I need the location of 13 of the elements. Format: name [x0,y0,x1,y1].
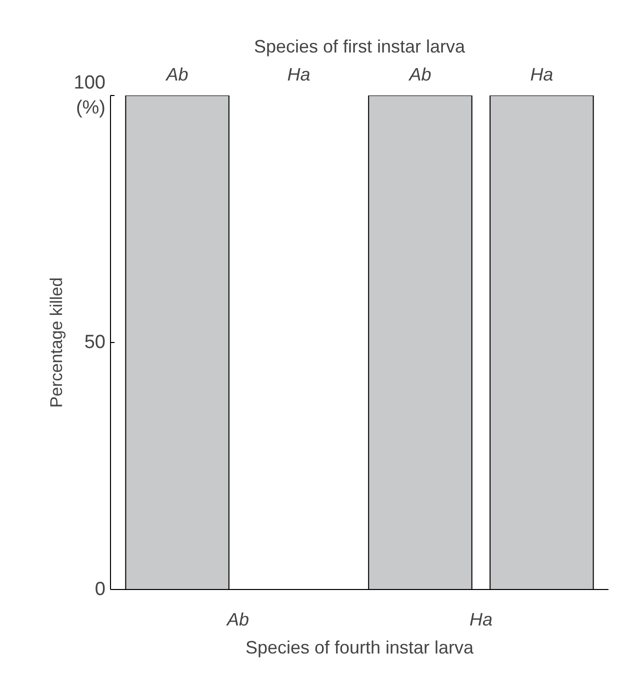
x2-axis-title: Species of first instar larva [254,36,466,56]
x-tick-label: Ha [530,64,554,84]
text: (%) [76,98,106,119]
x-tick-label: Ha [287,64,310,84]
x-axis-title: Species of fourth instar larva [245,638,475,658]
x-tick-label: Ab [408,64,432,84]
y-axis-title: Percentage killed [46,277,66,408]
text: Ab [226,610,250,630]
x-tick-label: Ab [165,64,188,84]
y-tick-label: 100 [74,72,106,94]
y-tick-label: 0 [94,579,106,600]
text: Ha [469,610,492,630]
y-tick-label: 50 [84,332,106,353]
